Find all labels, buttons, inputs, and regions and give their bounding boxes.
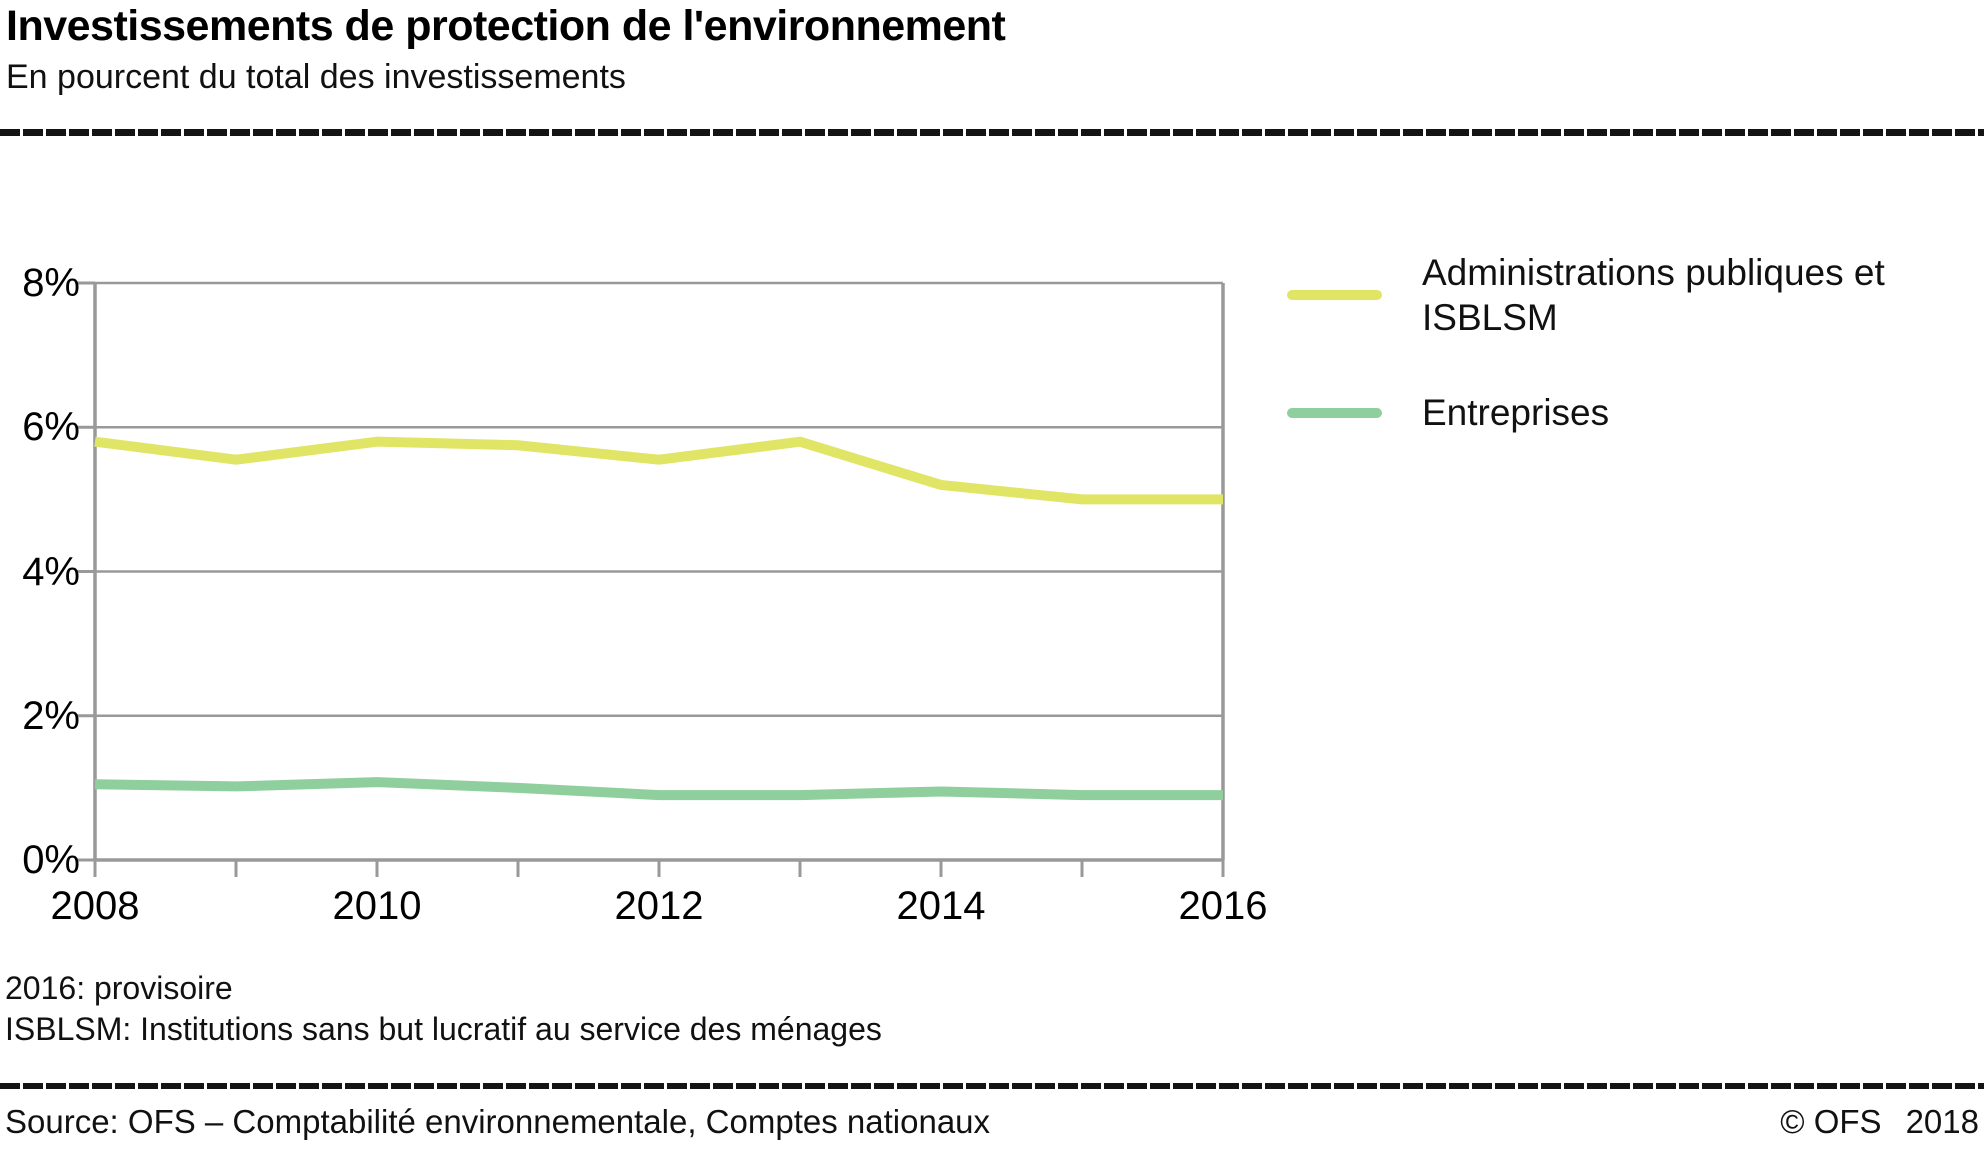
legend-swatch-entreprises — [1287, 407, 1382, 418]
y-axis-label-8%: 8% — [22, 261, 80, 305]
y-axis-label-2%: 2% — [22, 693, 80, 738]
legend-swatch-administrations — [1287, 290, 1382, 300]
x-axis-label-2012: 2012 — [614, 884, 704, 928]
series-line-1 — [94, 777, 1223, 801]
legend-label: Entreprises — [1422, 392, 1610, 433]
y-axis-label-6%: 6% — [22, 405, 80, 450]
legend-item-entreprises: Entreprises — [1287, 390, 1902, 435]
chart-notes: 2016: provisoire ISBLSM: Institutions sa… — [5, 968, 882, 1050]
legend-item-administrations: Administrations publiques et ISBLSM — [1287, 250, 1902, 340]
page-title: Investissements de protection de l'envir… — [6, 2, 1006, 50]
source-text: Source: OFS – Comptabilité environnement… — [5, 1103, 991, 1140]
copyright-ofs: © OFS — [1780, 1103, 1882, 1140]
page-subtitle: En pourcent du total des investissements — [6, 58, 626, 96]
x-axis-label-2014: 2014 — [896, 884, 986, 928]
x-axis-label-2016: 2016 — [1178, 884, 1268, 928]
note-provisional: 2016: provisoire — [5, 970, 233, 1006]
x-axis-label-2010: 2010 — [332, 884, 422, 928]
chart-legend: Administrations publiques et ISBLSM Entr… — [1287, 250, 1902, 435]
y-axis-label-0%: 0% — [22, 838, 80, 882]
copyright-year: 2018 — [1905, 1103, 1979, 1140]
series-line-0 — [94, 436, 1223, 505]
footer: Source: OFS – Comptabilité environnement… — [5, 1103, 1979, 1141]
y-axis-label-4%: 4% — [22, 549, 80, 594]
footer-separator-line — [0, 1083, 1984, 1089]
x-axis-label-2008: 2008 — [50, 884, 140, 928]
header-separator-line — [0, 129, 1984, 136]
legend-label: Administrations publiques et ISBLSM — [1422, 252, 1885, 338]
copyright: © OFS 2018 — [1780, 1103, 1979, 1141]
note-isblsm: ISBLSM: Institutions sans but lucratif a… — [5, 1011, 882, 1047]
